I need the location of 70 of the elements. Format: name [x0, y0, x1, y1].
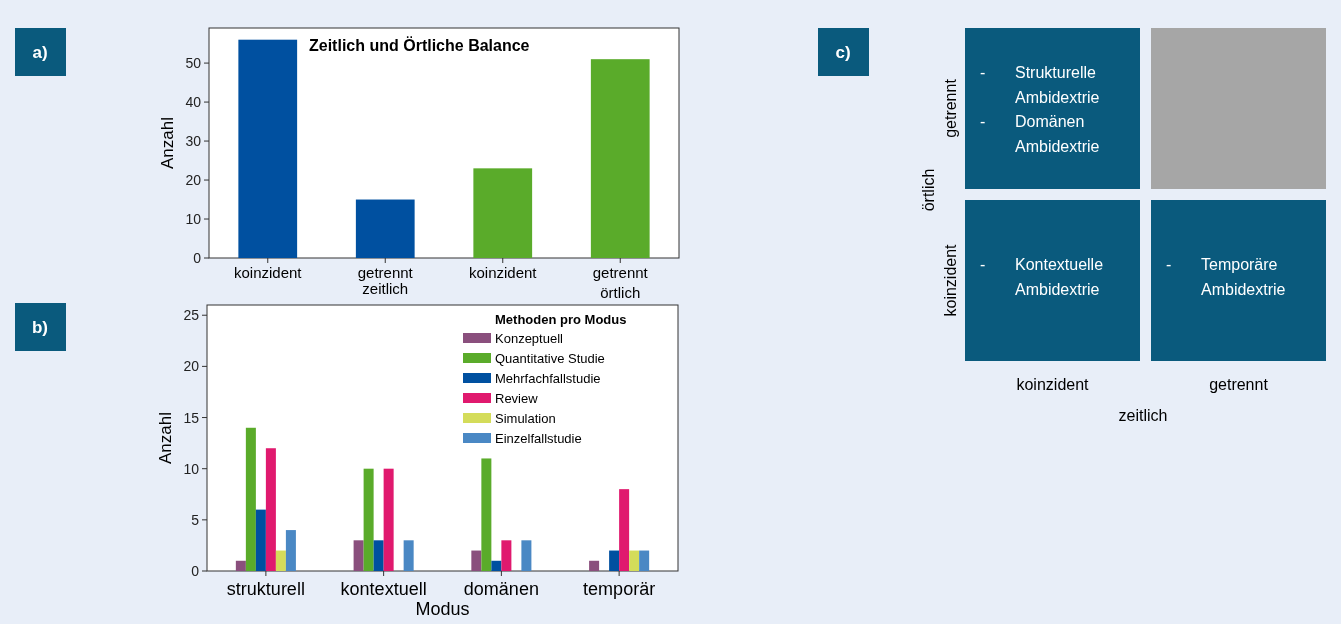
- bar: [353, 540, 364, 571]
- bar: [639, 550, 650, 571]
- x-tick-label: temporär: [583, 579, 656, 599]
- category-label: getrennt: [942, 79, 959, 138]
- legend-label: Konzeptuell: [495, 331, 564, 346]
- y-tick-label: 20: [185, 172, 202, 189]
- bar: [363, 468, 374, 571]
- text: örtlich: [600, 284, 641, 301]
- bar: [521, 540, 532, 571]
- text: örtlich: [920, 168, 937, 212]
- bar: [501, 540, 512, 571]
- y-tick-label: 50: [185, 55, 202, 72]
- bar: [619, 489, 630, 571]
- bar: [245, 427, 256, 571]
- bar: [589, 560, 600, 571]
- text: - Strukturelle Ambidextrie: [980, 64, 1100, 106]
- text: Zeitlich und Örtliche Balance: [309, 36, 530, 54]
- bar: [629, 550, 640, 571]
- x-tick-label: domänen: [463, 579, 539, 599]
- y-tick-label: 10: [185, 211, 202, 228]
- x-axis-title: Modus: [415, 599, 470, 619]
- text: zeitlich: [1118, 407, 1168, 424]
- x-tick-label: getrennt: [357, 264, 414, 281]
- legend-label: Einzelfallstudie: [495, 431, 582, 446]
- bar: [275, 550, 286, 571]
- legend-label: Mehrfachfallstudie: [495, 371, 601, 386]
- bar: [383, 468, 394, 571]
- legend-label: Simulation: [495, 411, 556, 426]
- y-tick-label: 0: [193, 250, 202, 266]
- bar: [355, 199, 415, 258]
- y-tick-label: 5: [191, 511, 200, 528]
- y-tick-label: 40: [185, 94, 202, 111]
- bar: [471, 550, 482, 571]
- y-tick-label: 20: [183, 358, 200, 375]
- x-tick-label: strukturell: [226, 579, 305, 599]
- bar: [609, 550, 620, 571]
- bar: [403, 540, 414, 571]
- y-tick-label: 10: [183, 460, 200, 477]
- x-tick-label: kontextuell: [340, 579, 427, 599]
- bar: [473, 168, 533, 258]
- legend-label: Review: [495, 391, 539, 406]
- y-tick-label: 25: [183, 307, 200, 324]
- y-tick-label: 0: [191, 563, 200, 579]
- bar: [491, 560, 502, 571]
- y-axis-title: Anzahl: [158, 117, 177, 169]
- text: - Temporäre Ambidextrie: [1166, 256, 1286, 298]
- text: b): [31, 318, 49, 337]
- bar: [238, 39, 298, 258]
- text: a): [32, 43, 48, 62]
- x-tick-label: koinzident: [233, 264, 303, 281]
- text: - Kontextuelle Ambidextrie: [980, 256, 1104, 298]
- category-label: getrennt: [1209, 376, 1269, 393]
- bar: [265, 448, 276, 571]
- category-label: koinzident: [1016, 376, 1090, 393]
- x-tick-label: getrennt: [592, 264, 649, 281]
- y-axis-title: Anzahl: [156, 412, 175, 464]
- bar: [481, 458, 492, 571]
- bar: [373, 540, 384, 571]
- text: - Domänen Ambidextrie: [980, 113, 1100, 155]
- text: zeitlich: [362, 280, 409, 297]
- bar: [285, 530, 296, 571]
- bar: [255, 509, 266, 571]
- legend-label: Quantitative Studie: [495, 351, 605, 366]
- bar: [590, 59, 650, 258]
- bar: [235, 560, 246, 571]
- legend-title: Methoden pro Modus: [495, 312, 627, 327]
- y-tick-label: 15: [183, 409, 200, 426]
- x-tick-label: koinzident: [468, 264, 538, 281]
- y-tick-label: 30: [185, 133, 202, 150]
- text: c): [835, 43, 851, 62]
